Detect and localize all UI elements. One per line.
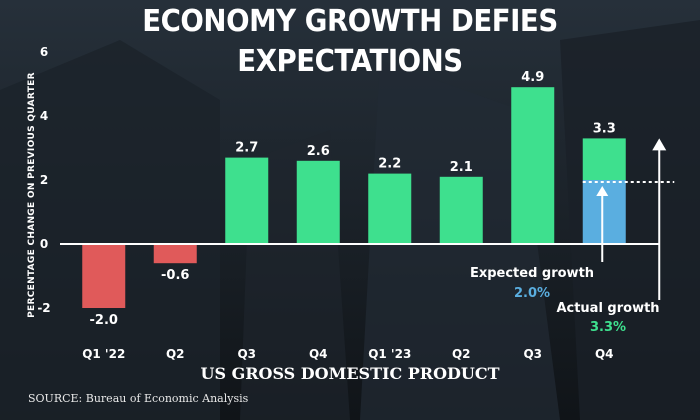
bar [439, 176, 483, 244]
bar [511, 87, 555, 244]
actual-growth-label: Actual growth [556, 301, 659, 316]
x-tick-label: Q3 [523, 347, 542, 361]
bar-value-label: 2.1 [450, 160, 473, 175]
bar-value-label: 3.3 [593, 121, 616, 136]
bar-value-label: 2.6 [307, 144, 330, 159]
x-tick-label: Q2 [452, 347, 471, 361]
x-tick-label: Q4 [595, 347, 614, 361]
x-tick-label: Q1 '22 [82, 347, 125, 361]
expected-growth-label: Expected growth [470, 266, 594, 281]
bar [296, 160, 340, 244]
y-tick-label: 6 [40, 45, 48, 59]
bar [153, 244, 197, 264]
bar [368, 173, 412, 244]
bar-actual-portion [582, 138, 626, 180]
bar [82, 244, 126, 308]
bar-value-label: 2.7 [235, 141, 258, 156]
x-axis-label: US GROSS DOMESTIC PRODUCT [200, 364, 500, 383]
y-tick-label: 2 [40, 173, 48, 187]
bar-value-label: -0.6 [161, 268, 189, 283]
bar-value-label: 2.2 [378, 157, 401, 172]
x-tick-label: Q1 '23 [368, 347, 411, 361]
y-tick-label: 4 [40, 109, 48, 123]
bar-value-label: 4.9 [521, 70, 544, 85]
x-tick-label: Q4 [309, 347, 328, 361]
actual-growth-value: 3.3% [590, 320, 626, 335]
x-tick-label: Q2 [166, 347, 185, 361]
y-tick-label: 0 [40, 237, 48, 251]
bar [225, 157, 269, 244]
source-note: SOURCE: Bureau of Economic Analysis [28, 392, 249, 405]
y-tick-label: -2 [37, 301, 50, 315]
expected-growth-value: 2.0% [514, 286, 550, 301]
page-title: ECONOMY GROWTH DEFIES EXPECTATIONS [142, 4, 558, 79]
actual-arrow-icon [652, 138, 667, 151]
expected-arrow-icon [596, 186, 609, 196]
x-tick-label: Q3 [237, 347, 256, 361]
bar-value-label: -2.0 [90, 313, 118, 328]
y-axis-label: PERCENTAGE CHANGE ON PREVIOUS QUARTER [27, 72, 37, 318]
